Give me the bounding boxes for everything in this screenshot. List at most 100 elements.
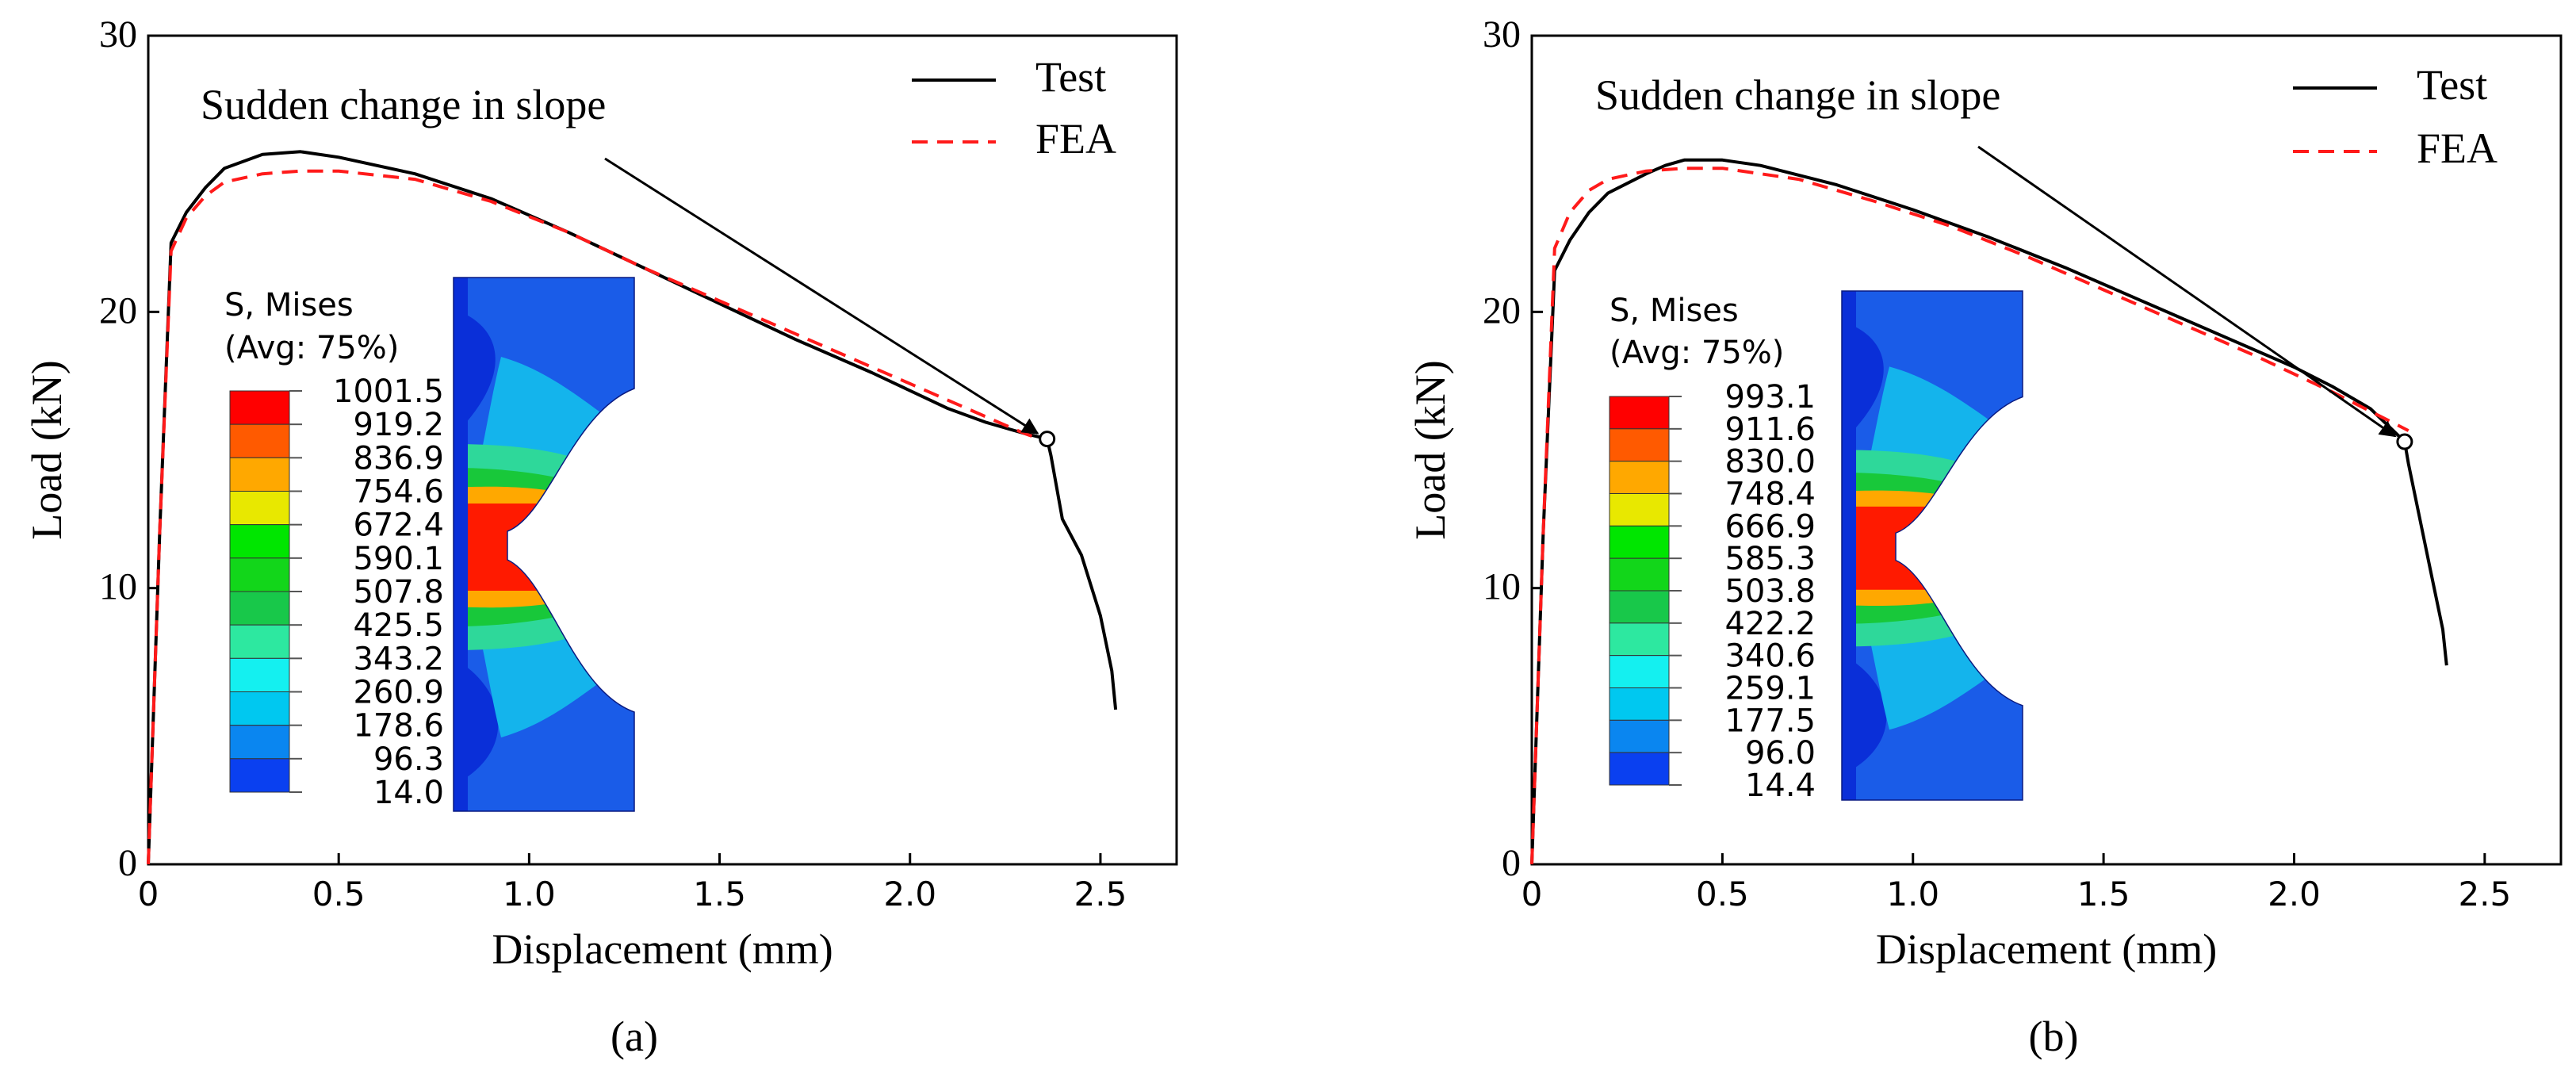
contour-band bbox=[1609, 396, 1670, 430]
contour-value: 672.4 bbox=[353, 507, 444, 544]
contour-band bbox=[229, 691, 290, 726]
x-tick-label: 0.5 bbox=[312, 875, 366, 913]
contour-value: 96.0 bbox=[1745, 735, 1816, 772]
contour-edge-zone bbox=[1842, 291, 1856, 800]
x-tick-label: 0.5 bbox=[1696, 875, 1749, 913]
panel-label: (b) bbox=[2029, 1013, 2079, 1060]
contour-band bbox=[229, 390, 290, 425]
contour-value: 748.4 bbox=[1724, 477, 1816, 513]
contour-band bbox=[229, 657, 290, 692]
annotation-arrow bbox=[604, 157, 1039, 435]
annotation-text: Sudden change in slope bbox=[201, 81, 606, 128]
x-tick-label: 2.5 bbox=[1074, 875, 1127, 913]
stress-contour-plot bbox=[1841, 290, 2023, 801]
contour-value: 754.6 bbox=[353, 474, 444, 511]
contour-value: 178.6 bbox=[353, 708, 444, 745]
x-tick-label: 2.0 bbox=[883, 875, 936, 913]
x-tick-label: 1.5 bbox=[693, 875, 746, 913]
contour-band bbox=[229, 457, 290, 492]
contour-value: 911.6 bbox=[1724, 412, 1816, 448]
contour-band bbox=[1609, 428, 1670, 462]
contour-value: 14.4 bbox=[1745, 768, 1816, 804]
contour-value: 260.9 bbox=[353, 675, 444, 711]
contour-fill bbox=[1842, 291, 2023, 800]
y-axis-label: Load (kN) bbox=[1407, 360, 1454, 539]
contour-band bbox=[1609, 752, 1670, 786]
contour-value: 343.2 bbox=[353, 641, 444, 677]
contour-legend-title: S, Mises bbox=[1610, 293, 1739, 329]
x-tick-label: 1.0 bbox=[503, 875, 556, 913]
stress-contour-plot bbox=[453, 277, 635, 812]
contour-legend-title: S, Mises bbox=[224, 287, 354, 324]
legend-test-label: Test bbox=[2417, 61, 2487, 109]
contour-band bbox=[229, 624, 290, 659]
slope-change-marker bbox=[1039, 431, 1056, 448]
contour-band bbox=[1609, 525, 1670, 559]
y-tick-label: 10 bbox=[99, 566, 137, 608]
series-test-line bbox=[1530, 158, 2448, 865]
contour-band bbox=[229, 758, 290, 793]
contour-band bbox=[1609, 719, 1670, 753]
contour-value: 507.8 bbox=[353, 574, 444, 611]
contour-band bbox=[229, 423, 290, 458]
contour-band bbox=[1609, 590, 1670, 624]
y-tick-label: 20 bbox=[99, 289, 137, 331]
y-tick-label: 0 bbox=[1502, 842, 1521, 884]
plot-frame bbox=[147, 34, 1178, 866]
x-tick-label: 2.5 bbox=[2458, 875, 2511, 913]
contour-fill bbox=[454, 278, 634, 811]
contour-value: 836.9 bbox=[353, 440, 444, 477]
contour-value: 96.3 bbox=[373, 741, 444, 778]
specimen-outline bbox=[1841, 290, 2023, 801]
contour-band bbox=[229, 557, 290, 592]
contour-band bbox=[229, 524, 290, 559]
contour-value: 425.5 bbox=[353, 607, 444, 644]
panel-a: 0 0.5 1.0 1.5 2.0 2.5 0 10 20 30 Displacement (mm)… bbox=[23, 13, 1178, 1060]
contour-value: 1001.5 bbox=[333, 373, 444, 410]
y-axis-label: Load (kN) bbox=[23, 360, 71, 539]
contour-band bbox=[229, 725, 290, 760]
contour-band bbox=[1609, 655, 1670, 689]
y-tick-label: 30 bbox=[1483, 13, 1521, 56]
x-tick-label: 1.0 bbox=[1886, 875, 1939, 913]
legend-fea-label: FEA bbox=[1035, 115, 1116, 163]
contour-band bbox=[1609, 622, 1670, 657]
contour-edge-zone bbox=[454, 278, 468, 811]
contour-value: 422.2 bbox=[1724, 606, 1816, 642]
x-tick-label: 0 bbox=[1521, 875, 1543, 913]
series-fea-line bbox=[1530, 167, 2409, 865]
contour-value: 340.6 bbox=[1724, 638, 1816, 675]
contour-value: 14.0 bbox=[373, 775, 444, 811]
x-axis-label: Displacement (mm) bbox=[1876, 925, 2217, 973]
slope-change-marker bbox=[2396, 433, 2413, 450]
y-tick-label: 30 bbox=[99, 13, 137, 56]
contour-band bbox=[1609, 461, 1670, 495]
annotation-arrow bbox=[1977, 145, 2397, 438]
contour-legend-subtitle: (Avg: 75%) bbox=[1610, 335, 1784, 371]
panel-label: (a) bbox=[611, 1013, 658, 1060]
specimen-outline bbox=[453, 277, 635, 812]
contour-band bbox=[1609, 557, 1670, 592]
annotation-text: Sudden change in slope bbox=[1595, 71, 2000, 119]
x-tick-label: 1.5 bbox=[2077, 875, 2130, 913]
panel-b: 0 0.5 1.0 1.5 2.0 2.5 0 10 20 30 Displacement (mm)… bbox=[1407, 13, 2563, 1060]
x-tick-label: 0 bbox=[138, 875, 159, 913]
y-tick-label: 10 bbox=[1483, 566, 1521, 608]
y-tick-label: 20 bbox=[1483, 289, 1521, 331]
legend-fea-label: FEA bbox=[2417, 124, 2498, 172]
contour-band bbox=[229, 591, 290, 626]
contour-band bbox=[1609, 687, 1670, 721]
contour-value: 177.5 bbox=[1724, 703, 1816, 739]
contour-value: 503.8 bbox=[1724, 573, 1816, 610]
plot-frame bbox=[1530, 34, 2563, 866]
contour-legend-subtitle: (Avg: 75%) bbox=[224, 330, 399, 366]
contour-value: 585.3 bbox=[1724, 541, 1816, 577]
contour-value: 259.1 bbox=[1724, 671, 1816, 707]
contour-band bbox=[229, 491, 290, 526]
contour-band bbox=[1609, 493, 1670, 527]
y-tick-label: 0 bbox=[118, 842, 137, 884]
contour-value: 993.1 bbox=[1724, 379, 1816, 415]
legend-test-label: Test bbox=[1035, 53, 1106, 101]
contour-value: 830.0 bbox=[1724, 444, 1816, 481]
